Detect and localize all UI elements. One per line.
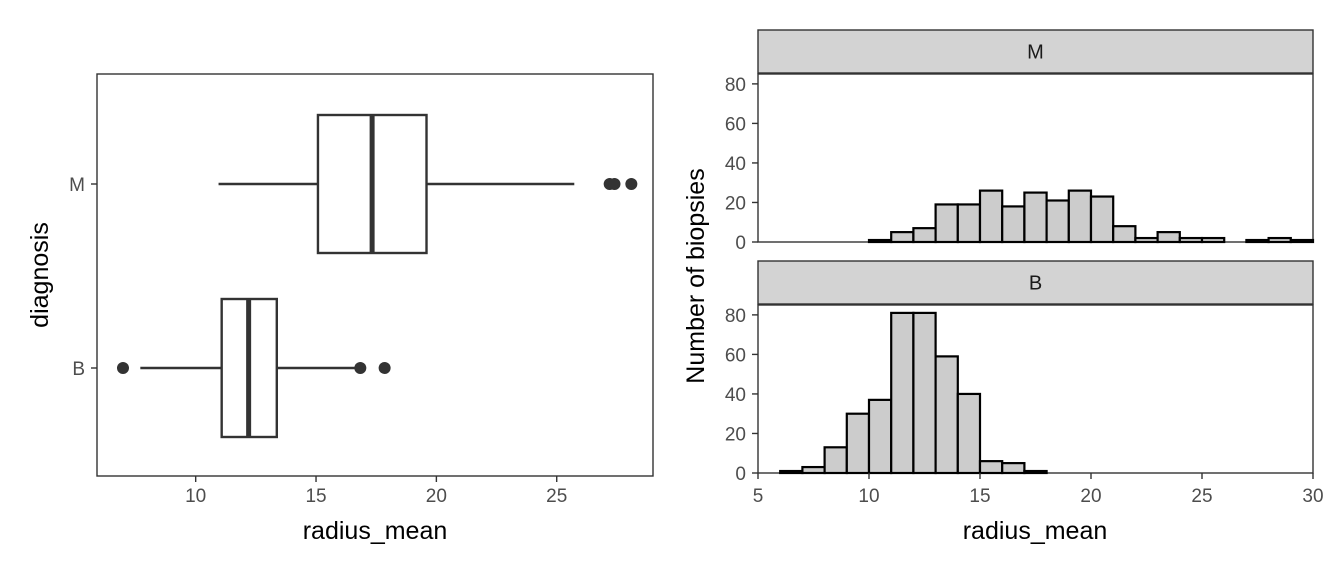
histogram-bar-b-4 — [867, 398, 893, 475]
histogram-x-tick-label: 15 — [969, 486, 990, 507]
histogram-y-axis-title: Number of biopsies — [682, 168, 710, 383]
histogram-bar-m-13 — [1067, 189, 1093, 244]
histogram-bar-m-5 — [890, 231, 915, 244]
histogram-x-tick-label: 5 — [753, 486, 764, 507]
facet-strip-label-m: M — [1027, 42, 1044, 64]
histogram-x-ticks: 5 10 15 20 25 30 — [753, 473, 1324, 507]
histogram-bar-m-12 — [1045, 199, 1070, 244]
boxplot-x-tick-label: 20 — [426, 486, 447, 507]
histogram-panel: M 0 20 40 60 80 B 0 20 40 60 80 5 10 15 20 25 30 radius… — [682, 29, 1324, 545]
histogram-x-tick-label: 10 — [858, 486, 879, 507]
histogram-y-tick-label-b: 20 — [725, 424, 746, 445]
histogram-x-tick-label: 30 — [1302, 486, 1323, 507]
outlier-b-0 — [116, 362, 129, 374]
boxplot-x-tick-label: 15 — [305, 486, 326, 507]
boxplot-panel-border — [96, 73, 654, 477]
histogram-bar-m-8 — [956, 203, 982, 244]
histogram-bar-m-14 — [1089, 195, 1115, 244]
histogram-bar-m-22 — [1267, 236, 1292, 244]
boxplot-y-tick-label: B — [72, 359, 85, 380]
histogram-bar-b-6 — [912, 311, 937, 475]
facet-b: B 0 20 40 60 80 — [725, 260, 1314, 485]
histogram-bar-b-8 — [956, 392, 982, 475]
histogram-bar-b-3 — [845, 412, 871, 475]
outlier-m-2 — [625, 178, 638, 190]
histogram-y-tick-label-m: 0 — [735, 233, 746, 254]
histogram-y-tick-label-m: 20 — [725, 193, 746, 214]
histogram-x-axis-title: radius_mean — [963, 517, 1108, 545]
histogram-bar-m-18 — [1178, 236, 1204, 244]
histogram-bar-m-11 — [1023, 191, 1048, 244]
facet-strip-b — [757, 260, 1314, 305]
histogram-bar-m-21 — [1245, 238, 1270, 244]
histogram-bar-m-17 — [1156, 231, 1181, 244]
histogram-bar-m-4 — [867, 238, 893, 244]
histogram-bar-b-1 — [801, 465, 826, 475]
histogram-bar-b-10 — [1001, 462, 1026, 475]
boxplot-marks — [116, 113, 638, 439]
histogram-bar-m-6 — [912, 227, 937, 244]
boxplot-x-axis-title: radius_mean — [303, 517, 448, 545]
histogram-x-tick-label: 25 — [1191, 486, 1212, 507]
histogram-bar-m-7 — [934, 203, 959, 244]
histogram-y-tick-label-b: 40 — [725, 385, 746, 406]
facet-strip-m — [757, 29, 1314, 74]
histogram-y-tick-label-m: 80 — [725, 75, 746, 96]
boxplot-x-ticks: 10 15 20 25 — [185, 476, 567, 507]
histogram-bar-b-2 — [823, 446, 848, 475]
histogram-y-tick-label-b: 60 — [725, 345, 746, 366]
histogram-y-tick-label-b: 80 — [725, 306, 746, 327]
histogram-bar-b-7 — [934, 355, 959, 475]
histogram-bar-m-15 — [1112, 225, 1137, 244]
histogram-bar-b-9 — [978, 460, 1004, 475]
histogram-x-tick-label: 20 — [1080, 486, 1101, 507]
histogram-bar-b-5 — [890, 311, 915, 475]
boxplot-panel: 10 15 20 25 MB radius_mean diagnosis — [26, 73, 654, 545]
histogram-bar-m-23 — [1289, 238, 1315, 244]
histogram-bar-m-9 — [978, 189, 1004, 244]
histogram-bar-m-19 — [1200, 236, 1226, 244]
histogram-y-tick-label-m: 40 — [725, 154, 746, 175]
histogram-bar-m-16 — [1134, 236, 1159, 244]
boxplot-y-axis-title: diagnosis — [26, 222, 54, 328]
boxplot-y-ticks: MB — [69, 175, 97, 380]
boxplot-x-tick-label: 25 — [546, 486, 567, 507]
outlier-b-1 — [354, 362, 367, 374]
facet-m: M 0 20 40 60 80 — [725, 29, 1315, 254]
outlier-m-1 — [608, 178, 621, 190]
histogram-bar-b-0 — [779, 469, 804, 475]
histogram-y-tick-label-m: 60 — [725, 114, 746, 135]
boxplot-y-tick-label: M — [69, 175, 85, 196]
histogram-bar-m-10 — [1001, 205, 1026, 244]
histogram-y-tick-label-b: 0 — [735, 464, 746, 485]
outlier-b-2 — [378, 362, 391, 374]
facet-strip-label-b: B — [1029, 273, 1042, 295]
boxplot-x-tick-label: 10 — [185, 486, 206, 507]
histogram-bar-b-11 — [1023, 469, 1048, 475]
